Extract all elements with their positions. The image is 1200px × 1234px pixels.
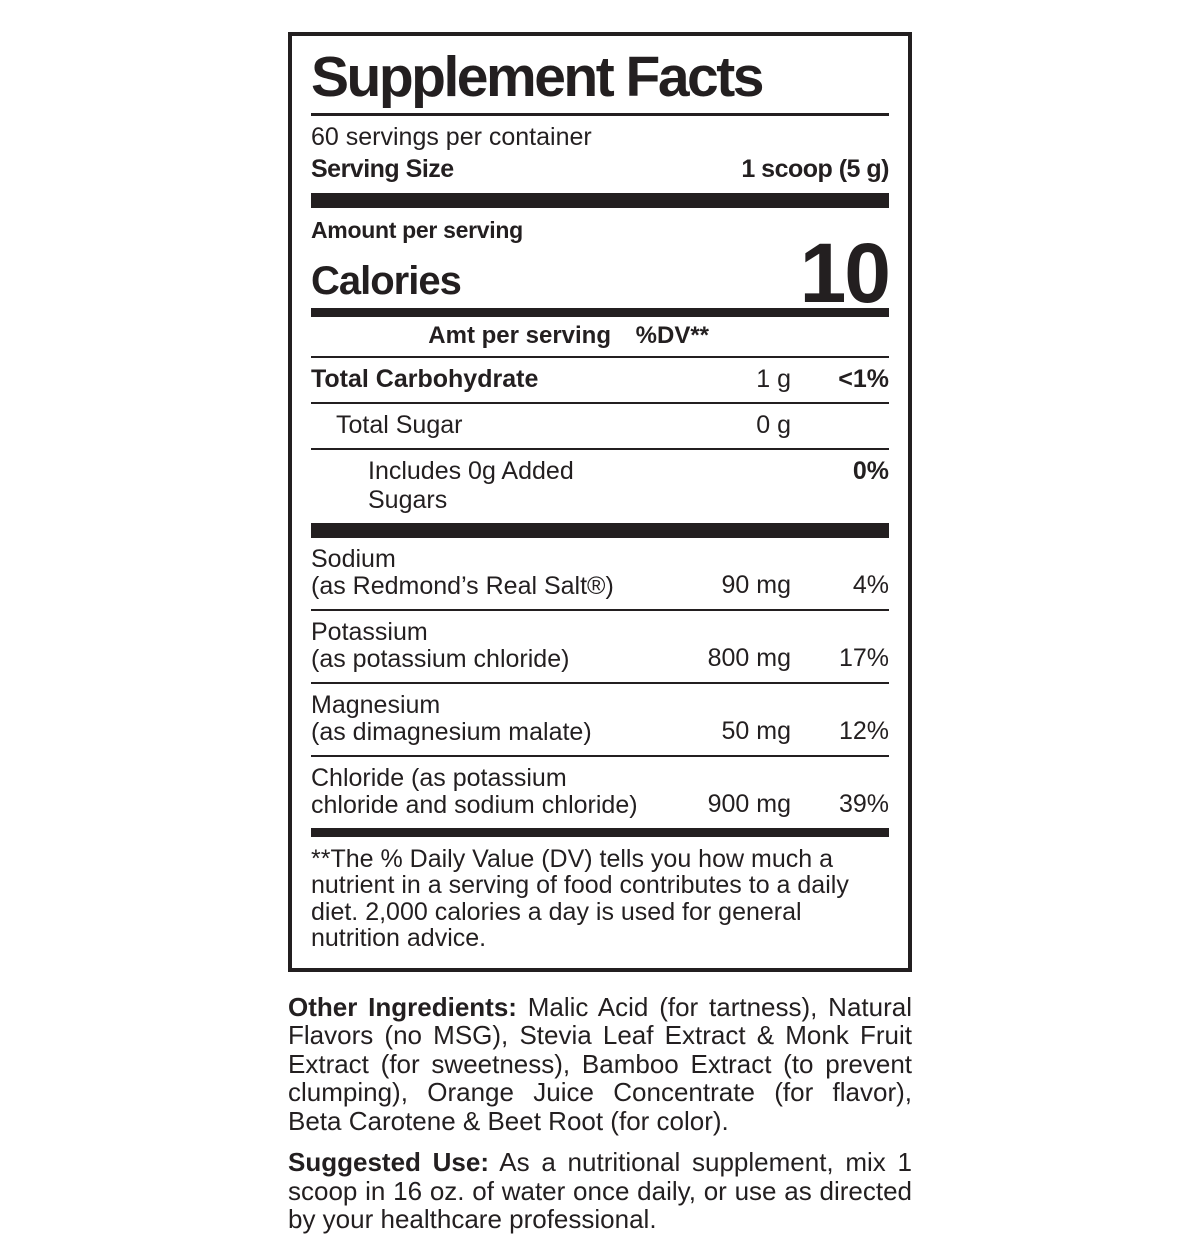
nutrient-amount: 1 g (756, 364, 791, 393)
table-row-sodium: Sodium (as Redmond’s Real Salt®) 90 mg 4… (311, 538, 889, 609)
serving-size-value: 1 scoop (5 g) (741, 155, 889, 184)
nutrient-name: Magnesium (311, 690, 441, 719)
serving-size-row: Serving Size 1 scoop (5 g) (311, 155, 889, 184)
divider-bar-thick (311, 522, 889, 538)
divider-line (311, 447, 889, 450)
calories-label: Calories (311, 259, 462, 304)
serving-size-label: Serving Size (311, 155, 454, 184)
table-row-potassium: Potassium (as potassium chloride) 800 mg… (311, 611, 889, 682)
table-row-chloride: Chloride (as potassium chloride and sodi… (311, 757, 889, 828)
nutrient-amount: 90 mg (721, 570, 791, 599)
divider-bar-medium (311, 308, 889, 318)
nutrient-amount: 900 mg (707, 789, 791, 818)
nutrient-source: (as dimagnesium malate) (311, 717, 592, 746)
nutrient-source: (as Redmond’s Real Salt®) (311, 571, 614, 600)
nutrient-name: Potassium (311, 617, 428, 646)
nutrient-dv: 0% (852, 456, 889, 485)
divider-line (311, 355, 889, 358)
nutrient-name: Total Sugar (336, 410, 463, 439)
nutrient-dv: 4% (852, 570, 889, 599)
divider-line (311, 608, 889, 611)
suggested-use-label: Suggested Use: (288, 1147, 489, 1178)
title-rule (311, 113, 889, 117)
nutrient-source: (as potassium chloride) (311, 644, 570, 673)
nutrient-name: Total Carbohydrate (311, 364, 539, 393)
panel-title: Supplement Facts (311, 45, 764, 109)
label-column: Supplement Facts 60 servings per contain… (288, 32, 912, 1234)
nutrient-dv: 39% (838, 789, 889, 818)
nutrient-dv: <1% (838, 364, 889, 393)
nutrient-amount: 0 g (756, 410, 791, 439)
divider-line (311, 681, 889, 684)
supplement-facts-panel: Supplement Facts 60 servings per contain… (288, 32, 912, 972)
column-header-dv: %DV** (635, 322, 709, 350)
table-header-row: Amt per serving %DV** (311, 317, 889, 356)
amount-per-serving-label: Amount per serving (311, 217, 523, 244)
nutrient-amount: 800 mg (707, 643, 791, 672)
divider-line (311, 754, 889, 757)
table-row-total-carbohydrate: Total Carbohydrate 1 g <1% (311, 358, 889, 402)
daily-value-footnote: **The % Daily Value (DV) tells you how m… (311, 844, 849, 953)
servings-per-container: 60 servings per container (311, 123, 592, 152)
nutrient-dv: 12% (838, 716, 889, 745)
table-row-total-sugar: Total Sugar 0 g (311, 404, 889, 448)
table-row-magnesium: Magnesium (as dimagnesium malate) 50 mg … (311, 684, 889, 755)
nutrient-source: chloride and sodium chloride) (311, 790, 638, 819)
divider-bar-medium (311, 827, 889, 837)
nutrient-name: Sodium (311, 544, 396, 573)
nutrient-dv: 17% (838, 643, 889, 672)
calories-row: Calories 10 (311, 226, 891, 321)
other-ingredients-label: Other Ingredients: (288, 991, 517, 1022)
divider-line (311, 401, 889, 404)
other-ingredients-paragraph: Other Ingredients: Malic Acid (for tartn… (288, 993, 912, 1136)
calories-value: 10 (799, 226, 891, 321)
table-row-added-sugars: Includes 0g Added Sugars 0% (311, 450, 889, 523)
suggested-use-paragraph: Suggested Use: As a nutritional suppleme… (288, 1148, 912, 1234)
nutrient-name: Includes 0g Added Sugars (368, 456, 574, 514)
divider-bar-thick (311, 193, 889, 209)
other-ingredients-text: Malic Acid (for tartness), Natural Flavo… (288, 991, 912, 1136)
nutrient-amount: 50 mg (721, 716, 791, 745)
nutrient-name: Chloride (as potassium (311, 763, 567, 792)
column-header-amt: Amt per serving (428, 322, 611, 350)
